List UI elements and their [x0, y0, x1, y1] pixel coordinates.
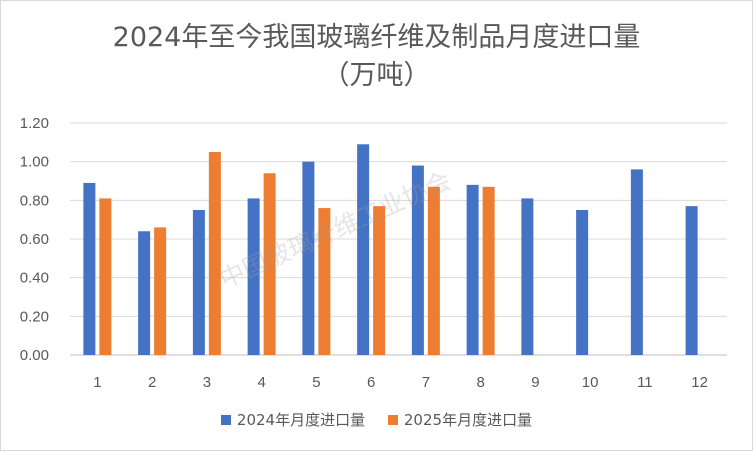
x-tick-label: 9 [531, 374, 539, 391]
bar-2024-month-12 [685, 206, 698, 355]
bar-2024-month-9 [521, 198, 534, 355]
x-tick-label: 7 [422, 374, 430, 391]
bar-2024-month-4 [247, 198, 260, 355]
chart-subtitle: （万吨） [322, 60, 431, 91]
chart-title: 2024年至今我国玻璃纤维及制品月度进口量 （万吨） [1, 19, 752, 95]
y-tick-label: 0.60 [20, 231, 49, 248]
bar-2025-month-3 [208, 152, 221, 355]
bar-2024-month-5 [302, 161, 315, 355]
bar-2024-month-11 [630, 169, 643, 355]
bar-2024-month-2 [138, 231, 151, 355]
bar-2025-month-8 [482, 186, 495, 355]
bar-2024-month-10 [576, 210, 589, 355]
x-tick-label: 6 [367, 374, 375, 391]
bar-2024-month-6 [357, 144, 370, 355]
legend-item-2025: 2025年月度进口量 [387, 409, 533, 430]
legend-label-2024: 2024年月度进口量 [236, 411, 366, 429]
y-tick-label: 0.80 [20, 192, 49, 209]
x-axis-ticks: 1 2 3 4 5 6 7 8 9 10 11 12 [93, 374, 708, 391]
y-axis-ticks: 0.00 0.20 0.40 0.60 0.80 1.00 1.20 [20, 115, 49, 364]
bar-2025-month-2 [154, 227, 167, 355]
gridlines [70, 122, 727, 356]
bar-2024-month-7 [411, 165, 424, 355]
legend-item-2024: 2024年月度进口量 [220, 409, 366, 430]
bar-2024-month-1 [83, 182, 96, 355]
y-tick-label: 1.20 [20, 115, 49, 132]
x-tick-label: 1 [93, 374, 101, 391]
bar-2025-month-6 [373, 206, 386, 355]
x-tick-label: 5 [312, 374, 320, 391]
x-tick-label: 10 [582, 374, 599, 391]
bar-2025-month-1 [99, 198, 112, 355]
y-tick-label: 0.20 [20, 308, 49, 325]
x-tick-label: 3 [203, 374, 211, 391]
bar-2024-month-3 [192, 210, 205, 355]
legend-swatch-2025 [387, 414, 398, 425]
y-tick-label: 0.00 [20, 347, 49, 364]
legend-label-2025: 2025年月度进口量 [403, 411, 533, 429]
bar-2025-month-7 [427, 186, 440, 355]
y-tick-label: 0.40 [20, 270, 49, 287]
chart-title-line: 2024年至今我国玻璃纤维及制品月度进口量 [112, 22, 641, 53]
x-tick-label: 2 [148, 374, 156, 391]
x-tick-label: 11 [637, 374, 653, 391]
bar-2024-month-8 [466, 184, 479, 355]
legend-swatch-2024 [220, 414, 231, 425]
bar-2025-month-5 [318, 208, 331, 355]
x-tick-label: 12 [691, 374, 708, 391]
x-tick-label: 8 [476, 374, 484, 391]
bars [83, 144, 698, 355]
y-tick-label: 1.00 [20, 154, 49, 171]
x-tick-label: 4 [257, 374, 265, 391]
legend: 2024年月度进口量 2025年月度进口量 [1, 409, 752, 430]
bar-2025-month-4 [263, 173, 276, 355]
